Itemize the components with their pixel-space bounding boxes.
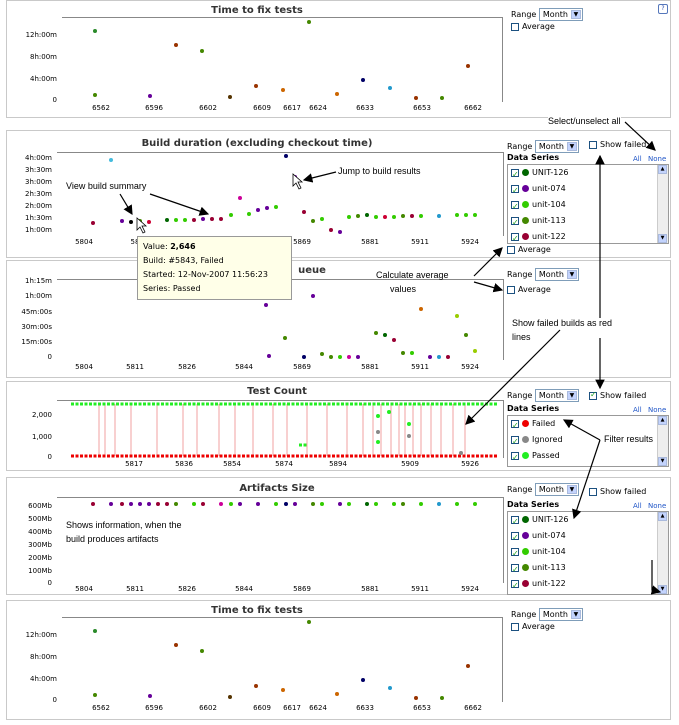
annotation-calc-avg-1: Calculate average (376, 270, 449, 280)
annotation-view-summary: View build summary (66, 181, 146, 191)
mouse-pointer-icon (137, 218, 146, 233)
annotation-artifacts-1: Shows information, when the (66, 520, 182, 530)
annotation-calc-avg-2: values (390, 284, 416, 294)
annotation-show-failed-2: lines (512, 332, 531, 342)
annotation-jump: Jump to build results (338, 166, 421, 176)
annotation-artifacts-2: build produces artifacts (66, 534, 159, 544)
annotation-filter: Filter results (604, 434, 653, 444)
annotation-show-failed-1: Show failed builds as red (512, 318, 612, 328)
annotation-select-all: Select/unselect all (548, 116, 621, 126)
mouse-cursor-icon (293, 174, 302, 189)
